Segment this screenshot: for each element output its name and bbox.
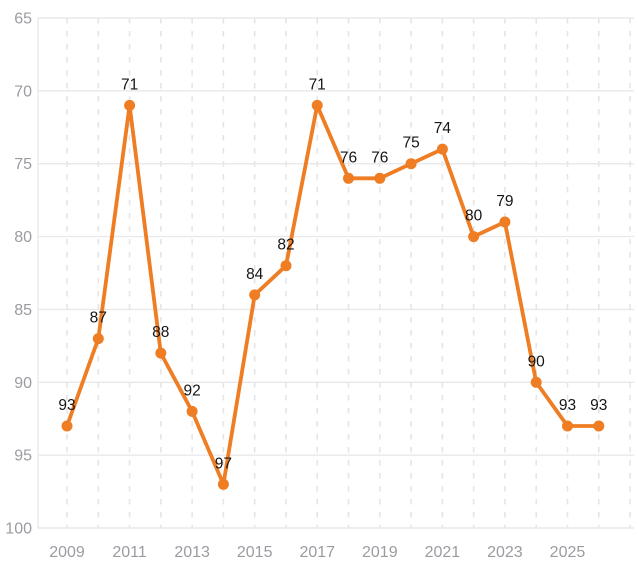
data-point-marker — [92, 333, 104, 345]
data-point-marker — [186, 405, 198, 417]
data-point-label: 74 — [434, 120, 452, 137]
y-axis-tick-labels: 65 70 75 80 85 90 95 100 — [5, 11, 32, 538]
data-point-marker — [562, 420, 573, 432]
x-tick-label: 2019 — [362, 544, 398, 561]
data-point-marker — [343, 172, 354, 184]
data-point-marker — [499, 216, 511, 228]
data-point-label: 87 — [90, 310, 107, 327]
data-point-label: 76 — [371, 149, 388, 166]
data-point-marker — [124, 99, 136, 111]
data-point-marker — [155, 347, 167, 359]
x-tick-label: 2023 — [487, 544, 523, 561]
data-point-marker — [61, 420, 73, 432]
data-point-label: 82 — [277, 237, 294, 254]
y-tick-label: 80 — [14, 229, 32, 246]
x-tick-label: 2025 — [550, 544, 586, 561]
y-tick-label: 75 — [14, 156, 32, 173]
data-point-marker — [436, 143, 448, 155]
data-point-label: 76 — [340, 149, 357, 166]
data-point-label: 93 — [559, 397, 576, 414]
data-point-label: 80 — [465, 208, 483, 225]
data-point-label: 97 — [215, 455, 232, 472]
horizontal-gridlines — [37, 17, 634, 529]
y-tick-label: 90 — [14, 375, 32, 392]
data-point-marker — [249, 289, 261, 301]
data-point-marker — [280, 260, 292, 272]
x-axis-tick-labels: 2009 2011 2013 2015 2017 2019 2021 2023 2025 — [49, 544, 585, 561]
data-point-label: 71 — [309, 76, 326, 93]
data-point-marker — [468, 231, 480, 243]
data-point-label: 75 — [402, 135, 419, 152]
y-tick-label: 70 — [14, 83, 32, 100]
data-point-label: 93 — [590, 397, 607, 414]
data-point-label: 92 — [183, 382, 200, 399]
data-point-markers — [61, 99, 605, 490]
data-point-marker — [374, 172, 386, 184]
x-tick-label: 2009 — [49, 544, 85, 561]
data-point-label: 71 — [121, 76, 138, 93]
data-point-marker — [405, 158, 417, 170]
x-tick-label: 2021 — [425, 544, 461, 561]
series-line — [65, 103, 601, 487]
data-point-label: 90 — [528, 353, 546, 370]
y-tick-label: 65 — [14, 11, 32, 28]
x-tick-label: 2013 — [174, 544, 210, 561]
y-tick-label: 95 — [14, 448, 32, 465]
y-tick-label: 85 — [14, 302, 32, 319]
data-point-marker — [311, 99, 323, 111]
x-tick-label: 2015 — [237, 544, 273, 561]
y-tick-label: 100 — [5, 521, 32, 538]
data-point-marker — [593, 420, 605, 432]
data-point-label: 79 — [496, 193, 513, 210]
x-tick-label: 2017 — [299, 544, 335, 561]
data-point-label: 88 — [152, 324, 169, 341]
data-point-label: 93 — [58, 397, 75, 414]
data-point-label: 84 — [246, 266, 264, 283]
x-tick-label: 2011 — [112, 544, 147, 561]
data-point-marker — [530, 376, 542, 388]
data-point-labels: 93 87 71 88 92 97 84 82 71 76 76 75 74 80 79 90 93 93 — [58, 76, 607, 472]
data-point-marker — [217, 478, 229, 490]
